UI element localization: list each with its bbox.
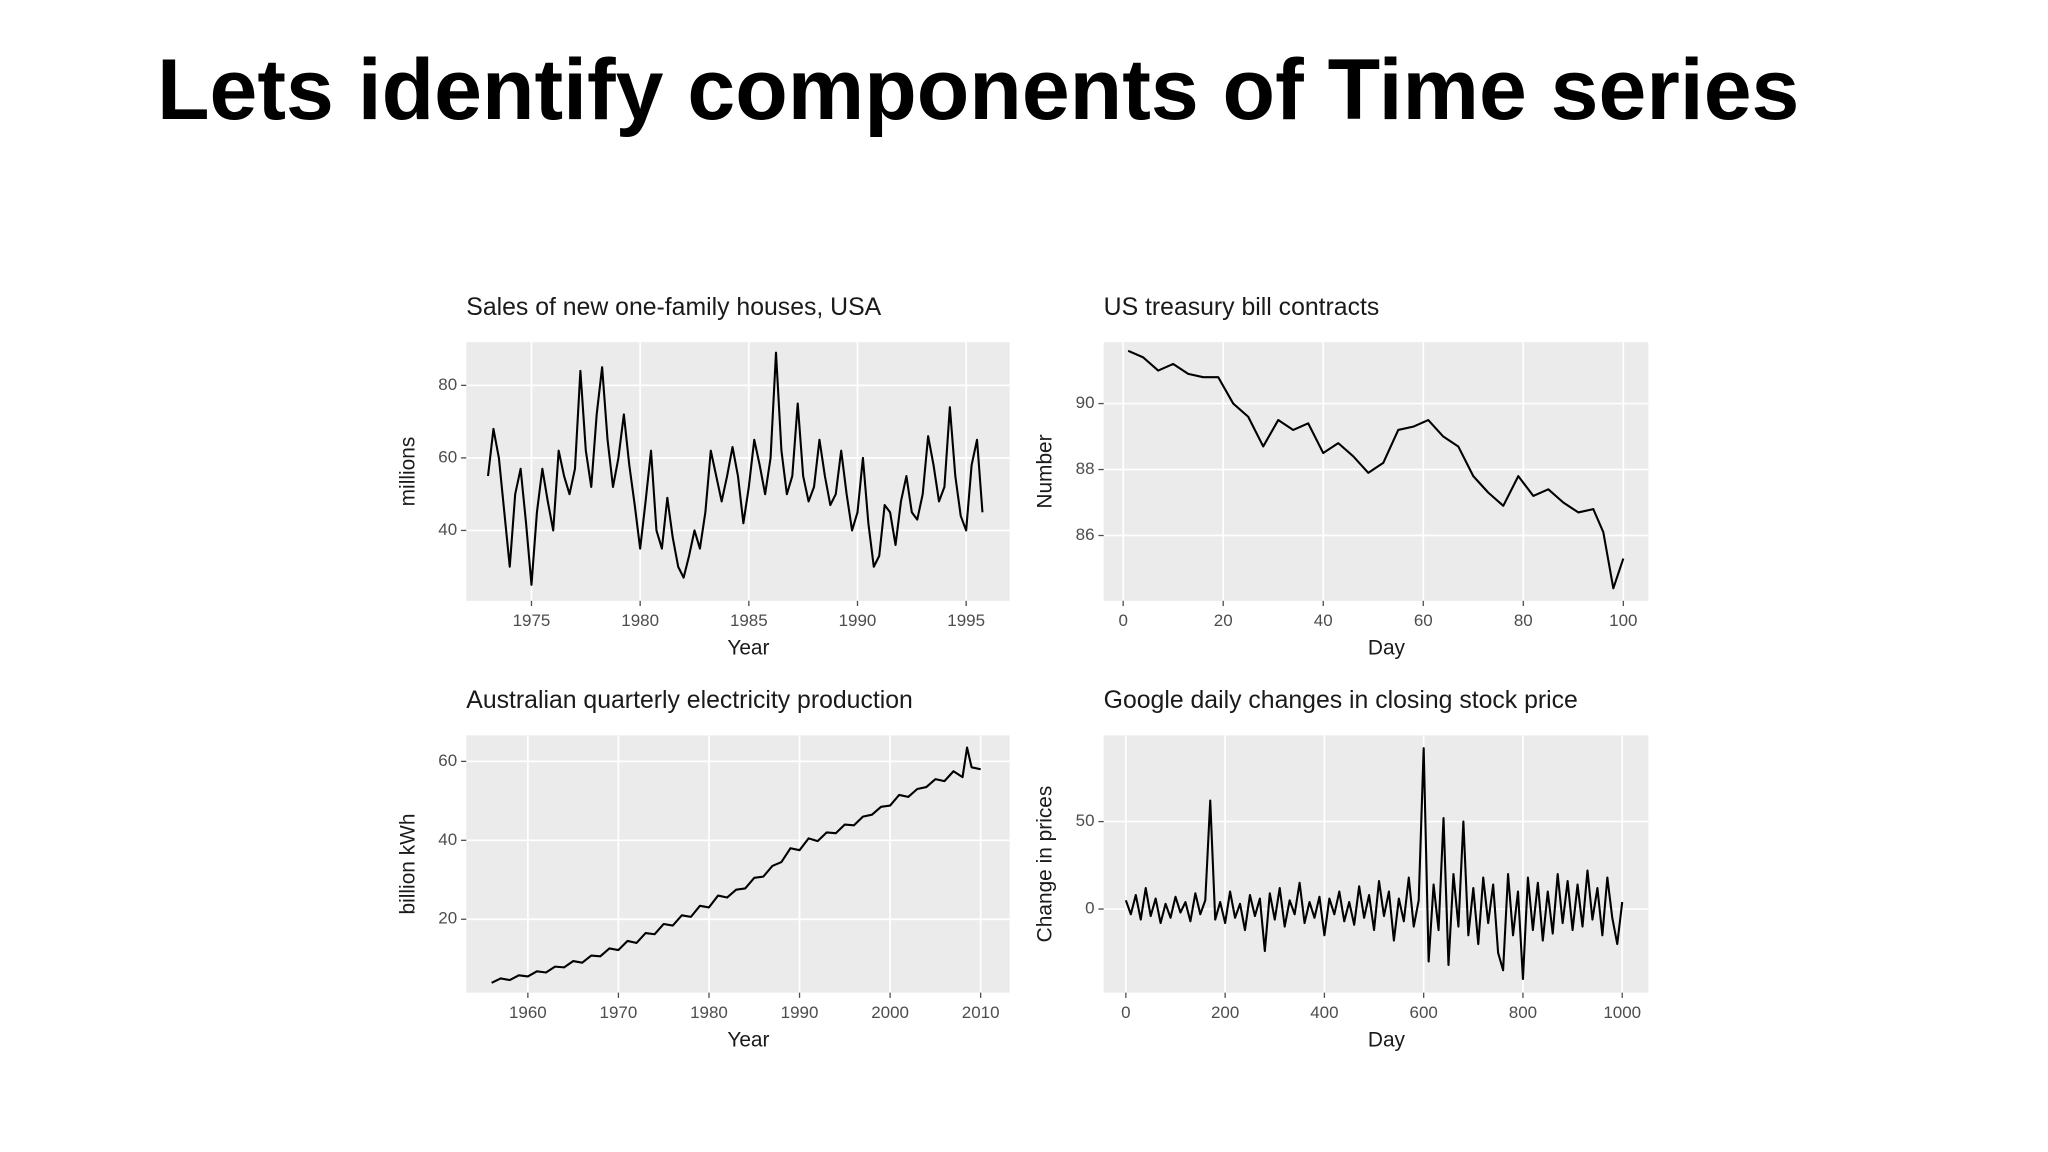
x-tick-label: 2000	[871, 1003, 909, 1022]
y-axis-label: billion kWh	[396, 814, 419, 915]
x-tick-label: 0	[1121, 1003, 1130, 1022]
x-tick-label: 100	[1609, 611, 1637, 630]
y-tick-label: 0	[1085, 899, 1094, 918]
slide-title: Lets identify components of Time series	[157, 42, 1800, 138]
y-tick-label: 86	[1076, 525, 1095, 544]
data-line	[1127, 349, 1625, 590]
y-tick-label: 88	[1076, 459, 1095, 478]
x-tick-label: 1980	[690, 1003, 728, 1022]
x-tick-label: 80	[1514, 611, 1533, 630]
y-tick-label: 40	[438, 520, 457, 539]
x-axis-label: Year	[727, 1028, 769, 1051]
x-tick-label: 0	[1118, 611, 1127, 630]
x-tick-label: 60	[1414, 611, 1433, 630]
y-tick-label: 90	[1076, 393, 1095, 412]
x-axis-label: Year	[727, 637, 769, 660]
y-tick-label: 50	[1076, 811, 1095, 830]
panel-background	[466, 735, 1010, 993]
y-axis-label: Change in prices	[1034, 786, 1057, 943]
x-tick-label: 200	[1211, 1003, 1239, 1022]
data-line	[1124, 747, 1624, 981]
x-axis-label: Day	[1368, 637, 1406, 660]
data-line	[491, 746, 981, 984]
x-tick-label: 1980	[621, 611, 659, 630]
x-tick-label: 1960	[509, 1003, 547, 1022]
chart-title: Australian quarterly electricity product…	[466, 687, 913, 714]
x-tick-label: 1970	[600, 1003, 638, 1022]
x-axis-label: Day	[1368, 1028, 1406, 1051]
chart-title: US treasury bill contracts	[1104, 294, 1380, 321]
y-tick-label: 20	[438, 909, 457, 928]
x-tick-label: 20	[1214, 611, 1233, 630]
y-tick-label: 60	[438, 447, 457, 466]
x-tick-label: 1990	[839, 611, 877, 630]
panel-background	[1103, 735, 1649, 993]
x-tick-label: 1995	[947, 611, 985, 630]
data-line	[486, 351, 984, 586]
x-tick-label: 2010	[962, 1003, 1000, 1022]
panel-background	[1103, 342, 1649, 601]
y-tick-label: 60	[438, 751, 457, 770]
x-tick-label: 800	[1509, 1003, 1537, 1022]
x-tick-label: 1000	[1603, 1003, 1641, 1022]
chart-title: Google daily changes in closing stock pr…	[1104, 687, 1578, 714]
x-tick-label: 1985	[730, 611, 768, 630]
chart-title: Sales of new one-family houses, USA	[466, 294, 881, 321]
x-tick-label: 40	[1314, 611, 1333, 630]
y-axis-label: millions	[396, 437, 419, 507]
x-tick-label: 1990	[781, 1003, 819, 1022]
y-axis-label: Number	[1034, 434, 1057, 508]
y-tick-label: 80	[438, 375, 457, 394]
x-tick-label: 400	[1310, 1003, 1338, 1022]
x-tick-label: 1975	[513, 611, 551, 630]
x-tick-label: 600	[1410, 1003, 1438, 1022]
y-tick-label: 40	[438, 830, 457, 849]
